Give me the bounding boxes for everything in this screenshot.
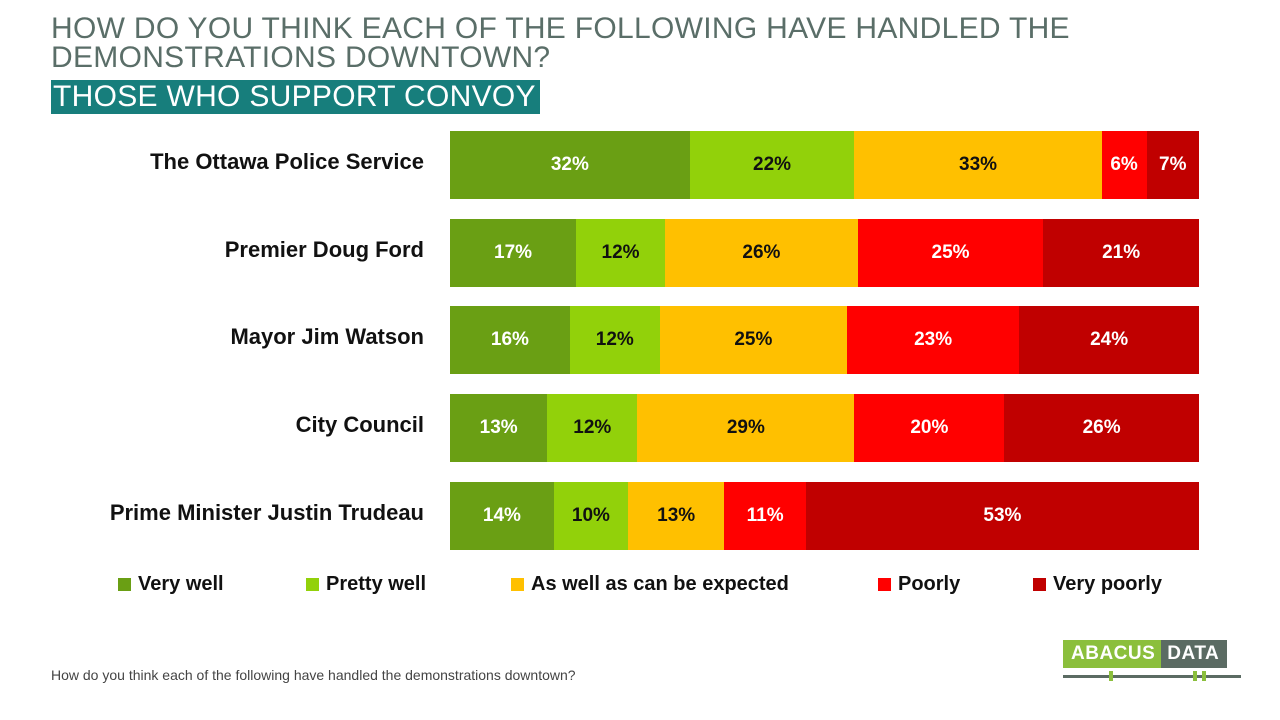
bar-segment: 17% [450,219,577,287]
bar-segment: 25% [857,219,1044,287]
legend-label: Very poorly [1053,573,1162,595]
abacus-data-logo: ABACUS DATA [1063,640,1241,684]
category-label: Premier Doug Ford [224,237,424,262]
bar-segment: 13% [627,482,725,550]
bar-segment: 26% [665,219,858,287]
logo-data-text: DATA [1161,640,1228,668]
bar-segment: 10% [553,482,628,550]
legend-item: As well as can be expected [511,573,789,596]
data-label: 13% [479,417,518,438]
category-label: Mayor Jim Watson [230,324,424,349]
bar-segment: 32% [450,131,690,199]
bar-segment: 53% [805,482,1199,550]
bar-row: 32% 22% 33% 6% 7% [450,131,1199,199]
logo-tick [1193,671,1197,681]
footnote: How do you think each of the following h… [51,667,576,683]
bar-row: 14% 10% 13% 11% 53% [450,482,1199,550]
data-label: 23% [914,329,953,350]
logo-abacus-text: ABACUS [1063,640,1162,668]
legend-swatch [118,578,131,591]
data-label: 22% [753,154,792,175]
bar-segment: 16% [450,306,570,374]
legend-swatch [1033,578,1046,591]
legend-swatch [306,578,319,591]
legend-label: Pretty well [326,573,427,595]
data-label: 33% [959,154,998,175]
bar-segment: 12% [547,394,638,462]
data-label: 21% [1102,242,1141,263]
data-label: 12% [573,417,612,438]
legend-item: Very well [118,573,224,596]
bar-segment: 33% [854,131,1102,199]
bar-segment: 25% [659,306,847,374]
bar-segment: 11% [724,482,806,550]
legend-swatch [878,578,891,591]
data-label: 17% [494,242,533,263]
data-label: 24% [1090,329,1129,350]
legend-item: Poorly [878,573,960,596]
data-label: 6% [1110,154,1138,175]
data-label: 11% [746,505,784,526]
data-label: 26% [1082,417,1121,438]
data-label: 29% [726,417,765,438]
data-label: 12% [595,329,634,350]
legend-label: As well as can be expected [531,573,789,595]
data-label: 25% [734,329,773,350]
bar-segment: 29% [637,394,855,462]
legend-label: Very well [138,573,224,595]
legend-label: Poorly [898,573,961,595]
bar-segment: 24% [1019,306,1199,374]
bar-segment: 23% [846,306,1020,374]
bar-segment: 21% [1043,219,1199,287]
data-label: 25% [931,242,970,263]
bar-segment: 6% [1101,131,1147,199]
bar-segment: 26% [1004,394,1199,462]
data-label: 16% [490,329,529,350]
bar-segment: 22% [689,131,855,199]
data-label: 20% [910,417,949,438]
bar-segment: 20% [854,394,1005,462]
logo-rule [1063,675,1241,678]
chart-legend: Very well Pretty well As well as can be ex… [118,573,1198,599]
legend-swatch [511,578,524,591]
data-label: 7% [1159,154,1187,175]
data-label: 12% [601,242,640,263]
bar-row: 13% 12% 29% 20% 26% [450,394,1199,462]
category-label: The Ottawa Police Service [150,149,424,174]
bar-row: 17% 12% 26% 25% 21% [450,219,1199,287]
data-label: 32% [550,154,589,175]
category-label: Prime Minister Justin Trudeau [109,500,424,525]
bar-row: 16% 12% 25% 23% 24% [450,306,1199,374]
data-label: 14% [482,505,521,526]
category-label: City Council [295,412,424,437]
bar-segment: 12% [569,306,660,374]
bar-segment: 13% [450,394,548,462]
legend-item: Very poorly [1033,573,1162,596]
data-label: 10% [571,505,610,526]
data-label: 26% [742,242,781,263]
bar-segment: 7% [1146,131,1199,199]
bar-segment: 14% [450,482,554,550]
logo-tick [1109,671,1113,681]
data-label: 13% [657,505,696,526]
data-label: 53% [983,505,1022,526]
chart-title: HOW DO YOU THINK EACH OF THE FOLLOWING H… [51,12,1070,74]
logo-tick [1202,671,1206,681]
bar-segment: 12% [576,219,666,287]
legend-item: Pretty well [306,573,426,596]
chart-subtitle: THOSE WHO SUPPORT CONVOY [51,80,540,114]
